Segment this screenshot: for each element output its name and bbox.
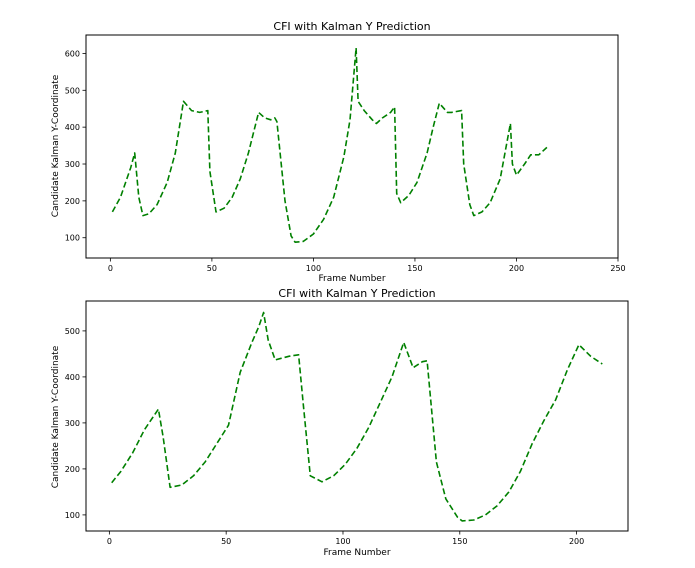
y-tick-label: 100 bbox=[65, 511, 80, 520]
chart-title: CFI with Kalman Y Prediction bbox=[278, 287, 435, 300]
x-tick-label: 50 bbox=[207, 264, 217, 273]
y-tick-label: 100 bbox=[65, 234, 80, 243]
y-tick-label: 500 bbox=[65, 327, 80, 336]
y-tick-label: 400 bbox=[65, 123, 80, 132]
chart-title: CFI with Kalman Y Prediction bbox=[273, 20, 430, 33]
x-tick-label: 150 bbox=[407, 264, 422, 273]
y-tick-label: 200 bbox=[65, 197, 80, 206]
x-tick-label: 200 bbox=[569, 537, 584, 546]
series-line bbox=[111, 47, 548, 243]
x-tick-label: 100 bbox=[335, 537, 350, 546]
x-tick-label: 0 bbox=[107, 537, 112, 546]
x-tick-label: 200 bbox=[509, 264, 524, 273]
y-axis-label: Candidate Kalman Y-Coordinate bbox=[51, 345, 61, 488]
x-tick-label: 250 bbox=[610, 264, 625, 273]
y-axis-label: Candidate Kalman Y-Coordinate bbox=[51, 74, 61, 217]
y-tick-label: 500 bbox=[65, 86, 80, 95]
x-tick-label: 150 bbox=[452, 537, 467, 546]
chart-top: CFI with Kalman Y Prediction Frame Numbe… bbox=[51, 20, 626, 284]
x-axis-label: Frame Number bbox=[318, 274, 385, 284]
x-tick-label: 100 bbox=[306, 264, 321, 273]
x-tick-label: 0 bbox=[108, 264, 113, 273]
y-tick-label: 600 bbox=[65, 49, 80, 58]
y-tick-label: 200 bbox=[65, 465, 80, 474]
y-tick-label: 300 bbox=[65, 419, 80, 428]
plot-area-frame bbox=[85, 34, 619, 259]
y-tick-label: 300 bbox=[65, 160, 80, 169]
y-tick-label: 400 bbox=[65, 373, 80, 382]
plot-area-frame bbox=[85, 300, 629, 532]
x-tick-label: 50 bbox=[221, 537, 231, 546]
series-line bbox=[111, 311, 603, 522]
chart-bottom: CFI with Kalman Y Prediction Frame Numbe… bbox=[51, 287, 629, 558]
x-axis-label: Frame Number bbox=[323, 548, 390, 558]
